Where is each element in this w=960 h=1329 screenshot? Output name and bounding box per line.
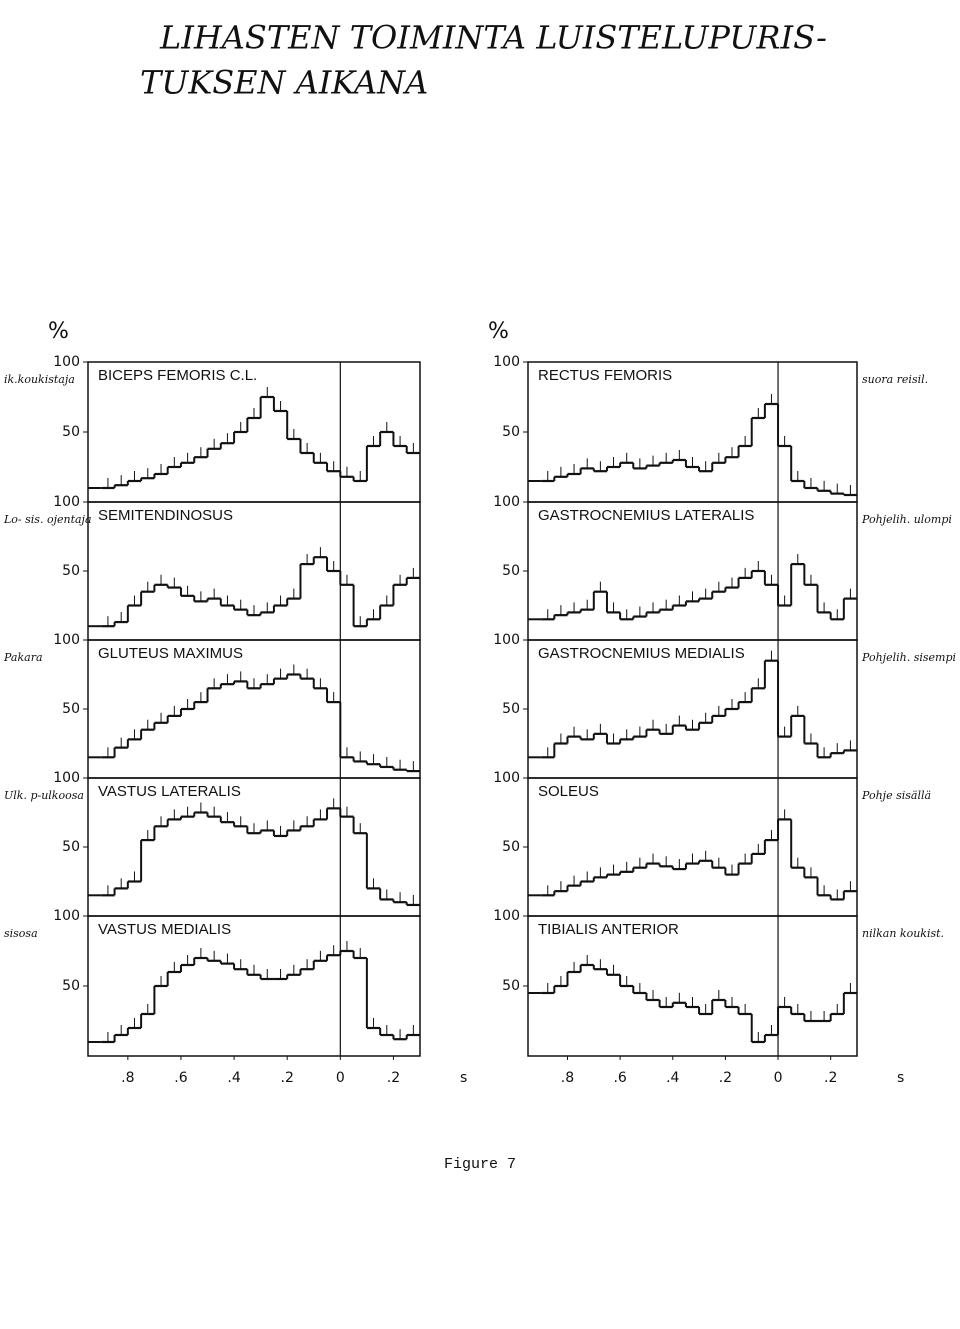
y-tick-label: 100 bbox=[493, 494, 520, 510]
panel-title: GASTROCNEMIUS MEDIALIS bbox=[538, 645, 745, 662]
x-tick-label: .6 bbox=[613, 1070, 626, 1086]
y-tick-label: 50 bbox=[502, 978, 520, 994]
margin-note: Ulk. p-ulkoosa bbox=[4, 789, 84, 802]
panel-title: GLUTEUS MAXIMUS bbox=[98, 645, 243, 662]
y-tick-label: 50 bbox=[502, 701, 520, 717]
panel-title: SOLEUS bbox=[538, 783, 599, 800]
y-tick-label: 50 bbox=[502, 424, 520, 440]
x-tick-label: .8 bbox=[561, 1070, 574, 1086]
y-tick-label: 50 bbox=[62, 563, 80, 579]
x-tick-label: .2 bbox=[719, 1070, 732, 1086]
figure-caption: Figure 7 bbox=[444, 1156, 516, 1173]
margin-note: sisosa bbox=[4, 927, 38, 940]
handwritten-title: TUKSEN AIKANA bbox=[140, 64, 428, 102]
panel-title: SEMITENDINOSUS bbox=[98, 507, 233, 524]
handwritten-title: LIHASTEN TOIMINTA LUISTELUPURIS- bbox=[159, 19, 827, 57]
x-tick-label: .4 bbox=[227, 1070, 240, 1086]
margin-note: Pohjelih. sisempi bbox=[861, 651, 956, 664]
x-tick-label: .6 bbox=[174, 1070, 187, 1086]
margin-note: ik.koukistaja bbox=[4, 373, 75, 386]
y-tick-label: 100 bbox=[493, 354, 520, 370]
margin-note: nilkan koukist. bbox=[862, 927, 944, 940]
y-tick-label: 50 bbox=[62, 839, 80, 855]
y-tick-label: 100 bbox=[493, 908, 520, 924]
y-axis-label: % bbox=[488, 319, 509, 344]
margin-note: Pohje sisällä bbox=[861, 789, 931, 802]
x-tick-label: 0 bbox=[336, 1070, 345, 1086]
margin-note: suora reisil. bbox=[862, 373, 928, 386]
panel-title: TIBIALIS ANTERIOR bbox=[538, 921, 679, 938]
panel-title: RECTUS FEMORIS bbox=[538, 367, 672, 384]
x-tick-label: .4 bbox=[666, 1070, 679, 1086]
y-tick-label: 50 bbox=[502, 563, 520, 579]
y-axis-label: % bbox=[48, 319, 69, 344]
panel-title: BICEPS FEMORIS C.L. bbox=[98, 367, 257, 384]
x-tick-label: .2 bbox=[281, 1070, 294, 1086]
y-tick-label: 100 bbox=[53, 354, 80, 370]
y-tick-label: 50 bbox=[62, 978, 80, 994]
y-tick-label: 100 bbox=[53, 494, 80, 510]
panel-title: GASTROCNEMIUS LATERALIS bbox=[538, 507, 754, 524]
panel-title: VASTUS LATERALIS bbox=[98, 783, 241, 800]
y-tick-label: 50 bbox=[502, 839, 520, 855]
y-tick-label: 100 bbox=[53, 908, 80, 924]
y-tick-label: 100 bbox=[493, 770, 520, 786]
x-axis-unit: s bbox=[460, 1070, 467, 1086]
x-tick-label: 0 bbox=[774, 1070, 783, 1086]
x-tick-label: .2 bbox=[824, 1070, 837, 1086]
x-tick-label: .8 bbox=[121, 1070, 134, 1086]
y-tick-label: 100 bbox=[53, 632, 80, 648]
y-tick-label: 50 bbox=[62, 424, 80, 440]
y-tick-label: 100 bbox=[493, 632, 520, 648]
panel-title: VASTUS MEDIALIS bbox=[98, 921, 231, 938]
y-tick-label: 100 bbox=[53, 770, 80, 786]
x-tick-label: .2 bbox=[387, 1070, 400, 1086]
margin-note: Lo- sis. ojentaja bbox=[3, 513, 92, 526]
margin-note: Pakara bbox=[3, 651, 43, 664]
y-tick-label: 50 bbox=[62, 701, 80, 717]
margin-note: Pohjelih. ulompi bbox=[861, 513, 952, 526]
x-axis-unit: s bbox=[897, 1070, 904, 1086]
